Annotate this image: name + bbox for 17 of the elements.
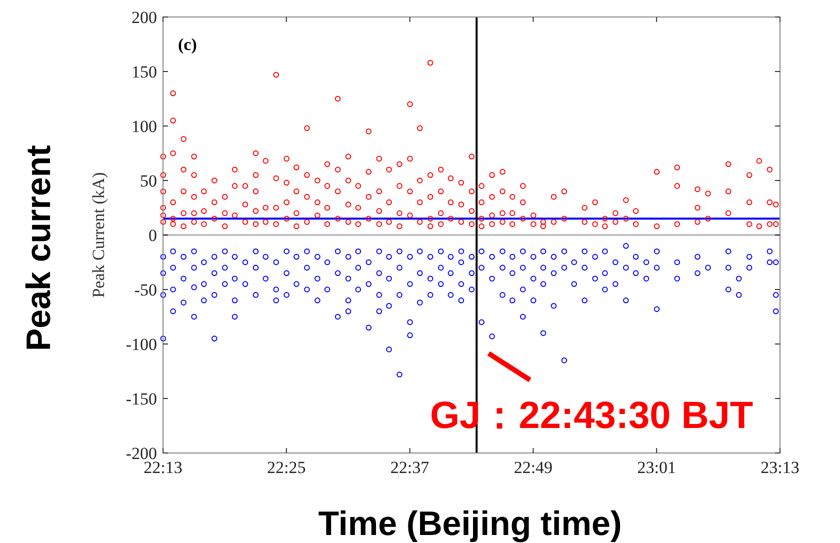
x-tick-label: 23:01 [637, 458, 676, 477]
x-tick-label: 23:13 [760, 458, 800, 477]
x-tick-label: 22:37 [390, 458, 430, 477]
y-tick-label: 100 [132, 117, 157, 136]
y-tick-label: -100 [126, 335, 157, 354]
annotation: (c) [178, 35, 197, 54]
text: Peak current [20, 145, 58, 351]
y-tick-label: -150 [126, 390, 157, 408]
x-tick-label: 22:49 [514, 458, 553, 477]
x-axis-title: Time (Beijing time) [318, 505, 622, 543]
y-tick-label: 150 [132, 62, 157, 82]
y-axis-title: Peak Current (kA) [89, 172, 108, 298]
y-tick-label: -50 [134, 280, 157, 300]
x-tick-label: 22:25 [267, 458, 306, 477]
y-tick-label: 0 [148, 226, 157, 245]
y-tick-label: 50 [140, 172, 157, 190]
y-tick-label: 200 [132, 8, 157, 27]
